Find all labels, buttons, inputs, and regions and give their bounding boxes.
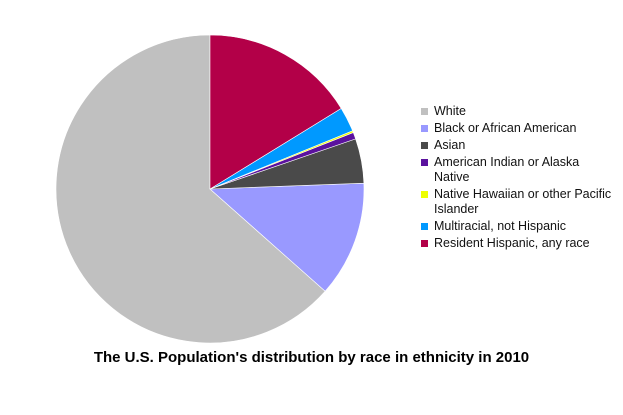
legend-swatch [421,191,428,198]
legend-swatch [421,142,428,149]
chart-title: The U.S. Population's distribution by ra… [93,349,530,366]
chart-legend: White Black or African American Asian Ameri… [421,104,616,253]
legend-item: Asian [421,138,616,153]
legend-item: White [421,104,616,119]
legend-label: Asian [434,138,466,152]
legend-label: Native Hawaiian or other Pacific Islande… [434,187,612,216]
legend-item: Resident Hispanic, any race [421,236,616,251]
legend-label: White [434,104,466,118]
pie-slices [55,34,365,344]
legend-label: Black or African American [434,121,577,135]
legend-label: American Indian or Alaska Native [434,155,580,184]
legend-swatch [421,240,428,247]
legend-swatch [421,223,428,230]
pie-slice-2 [209,182,365,292]
legend-item: Native Hawaiian or other Pacific Islande… [421,187,616,217]
legend-item: Black or African American [421,121,616,136]
pie-slice-1 [55,34,326,344]
legend-swatch [421,159,428,166]
legend-swatch [421,125,428,132]
pie-slice-7 [209,34,342,190]
legend-item: Multiracial, not Hispanic [421,219,616,234]
legend-swatch [421,108,428,115]
legend-label: Resident Hispanic, any race [434,236,590,250]
legend-label: Multiracial, not Hispanic [434,219,566,233]
legend-item: American Indian or Alaska Native [421,155,616,185]
